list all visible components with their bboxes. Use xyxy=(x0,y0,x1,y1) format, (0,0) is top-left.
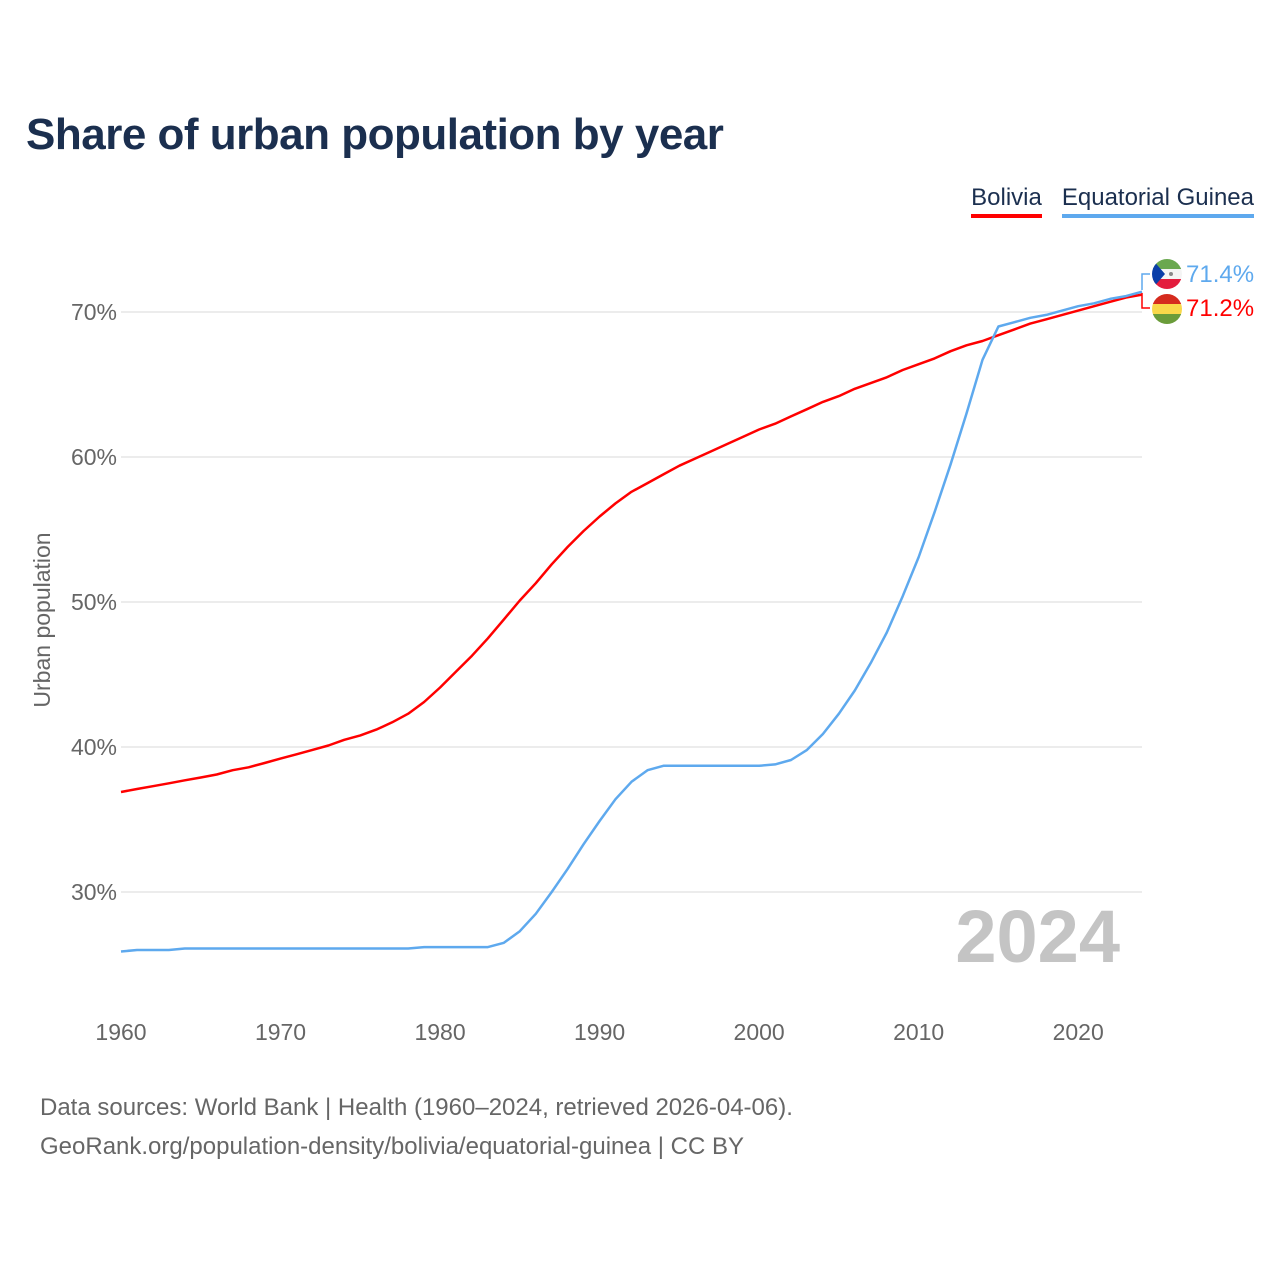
series-line-equatorial-guinea xyxy=(120,290,1143,953)
y-tick-label: 70% xyxy=(71,299,117,325)
x-tick-label: 1990 xyxy=(574,1019,625,1045)
source-link[interactable]: GeoRank.org/population-density/bolivia/e… xyxy=(40,1133,744,1160)
legend-bolivia[interactable]: Bolivia xyxy=(971,184,1042,218)
x-tick-label: 2010 xyxy=(893,1019,944,1045)
chart-title: Share of urban population by year xyxy=(26,110,724,159)
flag-bolivia-icon xyxy=(1152,294,1182,324)
x-tick-label: 1970 xyxy=(255,1019,306,1045)
x-tick-label: 1980 xyxy=(414,1019,465,1045)
y-tick-label: 30% xyxy=(71,879,117,905)
y-tick-label: 40% xyxy=(71,734,117,760)
source-note: Data sources: World Bank | Health (1960–… xyxy=(40,1094,793,1121)
legend-equatorial-guinea[interactable]: Equatorial Guinea xyxy=(1061,184,1254,218)
connector-eq-guinea xyxy=(1141,273,1150,290)
y-tick-label: 60% xyxy=(71,444,117,470)
watermark-year: 2024 xyxy=(955,895,1120,978)
end-label-bolivia: 71.2% xyxy=(1186,295,1254,322)
footer: Data sources: World Bank | Health (1960–… xyxy=(40,1088,793,1166)
y-tick-label: 50% xyxy=(71,589,117,615)
y-axis-label: Urban population xyxy=(29,532,55,707)
x-tick-label: 2020 xyxy=(1053,1019,1104,1045)
legend: Bolivia Equatorial Guinea xyxy=(971,184,1254,218)
flag-equatorial-guinea-icon xyxy=(1152,259,1182,289)
end-label-equatorial-guinea: 71.4% xyxy=(1186,261,1254,288)
x-tick-label: 2000 xyxy=(734,1019,785,1045)
connector-bolivia xyxy=(1141,293,1150,309)
series-line-bolivia xyxy=(120,293,1143,794)
x-tick-label: 1960 xyxy=(95,1019,146,1045)
